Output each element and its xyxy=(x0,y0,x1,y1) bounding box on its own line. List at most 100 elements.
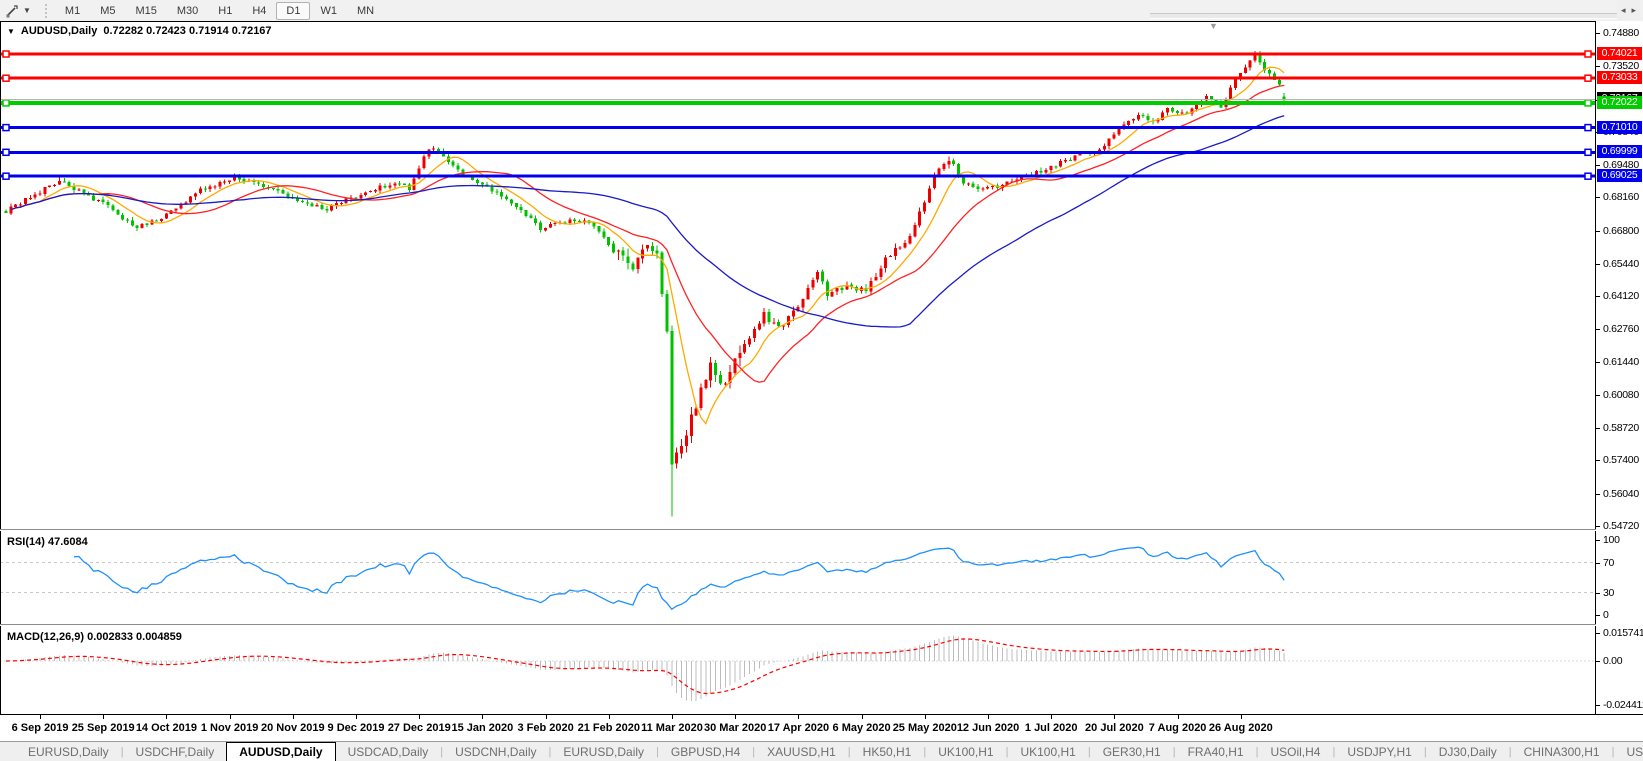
draw-tool-button[interactable]: ▼ xyxy=(0,2,37,20)
chart-tab-usdchf-daily[interactable]: USDCHF,Daily xyxy=(135,744,215,759)
chart-tab-china300-h1[interactable]: CHINA300,H1 xyxy=(1523,744,1600,759)
tab-separator: | xyxy=(1005,745,1009,758)
level-price-badge: 0.72022 xyxy=(1597,95,1642,109)
rsi-scale-label: 30 xyxy=(1603,586,1615,599)
price-label: 0.56040 xyxy=(1603,487,1639,500)
price-axis[interactable]: 0.748800.735200.721600.708400.694800.681… xyxy=(1596,21,1643,714)
tab-scroll-right-icon[interactable]: ▸ xyxy=(1631,4,1636,15)
period-button-w1[interactable]: W1 xyxy=(320,4,337,17)
tab-separator: | xyxy=(440,745,444,758)
date-label: 7 Aug 2020 xyxy=(1148,722,1207,734)
chart-tab-dj30-daily[interactable]: DJ30,Daily xyxy=(1438,744,1497,759)
horizontal-line[interactable] xyxy=(0,74,1596,82)
date-label: 1 Nov 2019 xyxy=(200,722,259,734)
date-label: 3 Feb 2020 xyxy=(517,722,574,734)
ma-line-50 xyxy=(10,115,1285,328)
tab-separator: | xyxy=(120,745,124,758)
level-price-badge: 0.69999 xyxy=(1597,145,1642,159)
date-label: 26 Aug 2020 xyxy=(1208,722,1273,734)
tab-separator: | xyxy=(1087,745,1091,758)
price-tick xyxy=(1596,525,1600,527)
date-tick xyxy=(1051,715,1053,719)
chart-tab-hk50-h1[interactable]: HK50,H1 xyxy=(862,744,912,759)
chart-shift-marker[interactable]: ▼ xyxy=(1209,21,1218,31)
chart-tab-uk100-h1[interactable]: UK100,H1 xyxy=(1020,744,1076,759)
date-tick xyxy=(1240,715,1242,719)
period-button-m5[interactable]: M5 xyxy=(100,4,116,17)
chart-tab-gbpusd-h4[interactable]: GBPUSD,H4 xyxy=(670,744,741,759)
horizontal-line[interactable] xyxy=(0,148,1596,157)
ma-line-20 xyxy=(10,84,1285,383)
level-price-badge: 0.69025 xyxy=(1597,169,1642,183)
chart-collapse-icon[interactable]: ▼ xyxy=(7,26,15,36)
chart-tab-usoil-h4[interactable]: USOil,H4 xyxy=(1270,744,1321,759)
date-label: 25 May 2020 xyxy=(892,722,957,734)
horizontal-line[interactable] xyxy=(0,99,1596,107)
pane-splitter-macd[interactable] xyxy=(0,624,1643,626)
tab-separator: | xyxy=(1508,745,1512,758)
chart-tab-usoil-h1[interactable]: USOil,H1 xyxy=(1626,744,1643,759)
chart-symbol-period: AUDUSD,Daily xyxy=(20,25,98,37)
date-tick xyxy=(229,715,231,719)
date-tick xyxy=(988,715,989,719)
macd-scale-tick xyxy=(1596,704,1600,706)
macd-histogram xyxy=(10,635,1285,702)
chart-tab-usdcad-daily[interactable]: USDCAD,Daily xyxy=(347,744,429,759)
macd-scale-label: -0.024412 xyxy=(1603,698,1643,711)
chart-tab-eurusd-daily[interactable]: EURUSD,Daily xyxy=(28,744,109,759)
line-handle xyxy=(1584,172,1592,180)
price-label: 0.54720 xyxy=(1603,519,1639,532)
period-button-h1[interactable]: H1 xyxy=(218,4,233,17)
chart-tab-usdjpy-h1[interactable]: USDJPY,H1 xyxy=(1347,744,1412,759)
chart-tab-ger30-h1[interactable]: GER30,H1 xyxy=(1102,744,1161,759)
toolbar-grip[interactable] xyxy=(44,3,47,18)
price-label: 0.66800 xyxy=(1603,224,1639,237)
price-label: 0.60080 xyxy=(1603,388,1639,401)
date-tick xyxy=(419,715,421,719)
chart-tab-fra40-h1[interactable]: FRA40,H1 xyxy=(1187,744,1244,759)
chart-tab-usdcnh-daily[interactable]: USDCNH,Daily xyxy=(455,744,537,759)
period-button-h4[interactable]: H4 xyxy=(252,4,267,17)
horizontal-line[interactable] xyxy=(0,123,1596,132)
rsi-scale-tick xyxy=(1596,592,1600,594)
chart-tab-eurusd-daily[interactable]: EURUSD,Daily xyxy=(563,744,645,759)
macd-indicator-pane[interactable] xyxy=(0,626,1596,714)
period-button-d1[interactable]: D1 xyxy=(276,1,311,20)
period-button-m30[interactable]: M30 xyxy=(176,4,199,17)
line-handle xyxy=(2,148,10,157)
chart-tab-audusd-daily[interactable]: AUDUSD,Daily xyxy=(226,742,336,761)
date-label: 27 Dec 2019 xyxy=(387,722,451,734)
horizontal-line[interactable] xyxy=(0,50,1596,58)
date-tick xyxy=(103,715,105,719)
level-price-badge: 0.71010 xyxy=(1597,120,1642,134)
period-button-m15[interactable]: M15 xyxy=(135,4,157,17)
horizontal-line[interactable] xyxy=(0,172,1596,180)
pane-splitter-rsi[interactable] xyxy=(0,529,1643,531)
tab-separator: | xyxy=(752,745,756,758)
rsi-scale-label: 70 xyxy=(1603,556,1615,569)
tab-scroll-left-icon[interactable]: ◂ xyxy=(1620,4,1626,15)
line-handle xyxy=(2,123,10,132)
price-tick xyxy=(1596,394,1600,396)
date-tick xyxy=(672,715,673,719)
crosshair-pencil-icon xyxy=(6,4,18,17)
line-handle xyxy=(1584,74,1592,82)
date-axis[interactable]: 6 Sep 2019 25 Sep 2019 14 Oct 2019 1 Nov 20… xyxy=(0,714,1643,741)
chart-tab-xauusd-h1[interactable]: XAUUSD,H1 xyxy=(767,744,836,759)
date-label: 12 Jun 2020 xyxy=(956,722,1020,734)
price-tick xyxy=(1596,296,1600,298)
date-tick xyxy=(735,715,737,719)
rsi-line xyxy=(73,546,1285,611)
level-price-badge: 0.74021 xyxy=(1597,47,1642,60)
tab-separator: | xyxy=(1172,745,1176,758)
date-label: 6 Sep 2019 xyxy=(11,722,69,734)
period-button-group: M1 M5 M15 M30 H1 H4 D1 W1 MN xyxy=(55,1,384,20)
period-button-mn[interactable]: MN xyxy=(356,4,375,17)
date-label: 21 Feb 2020 xyxy=(577,722,640,734)
line-handle xyxy=(1584,99,1592,107)
rsi-indicator-pane[interactable] xyxy=(0,531,1596,624)
price-chart-pane[interactable] xyxy=(0,21,1596,530)
period-button-m1[interactable]: M1 xyxy=(64,4,81,17)
level-price-badge: 0.73033 xyxy=(1597,71,1642,85)
chart-tab-uk100-h1[interactable]: UK100,H1 xyxy=(938,744,994,759)
